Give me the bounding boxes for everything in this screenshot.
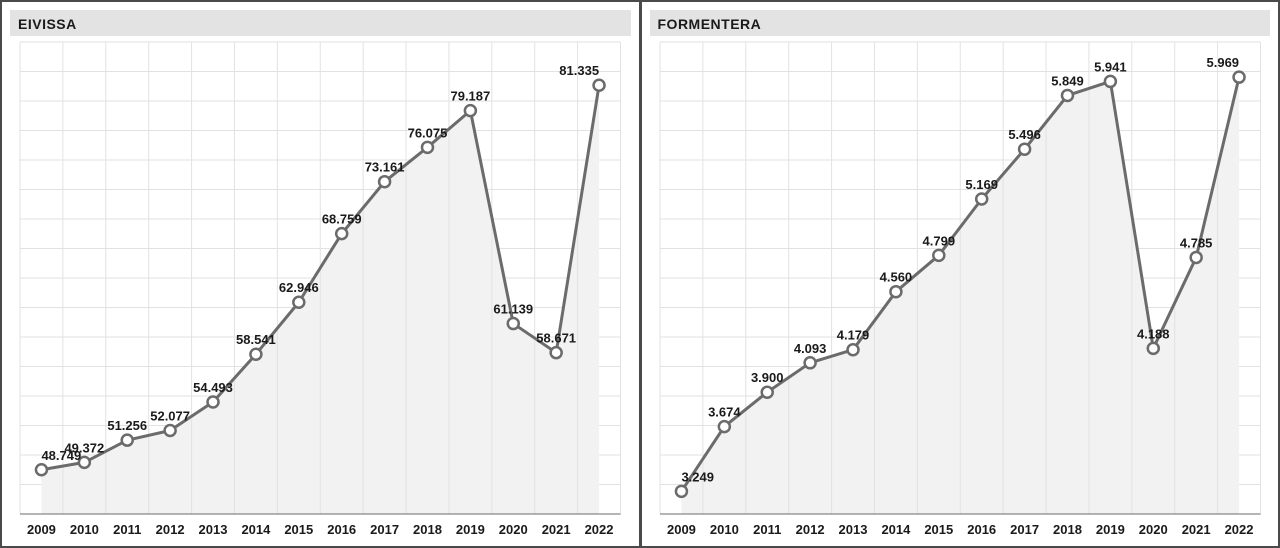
- value-label: 4.799: [922, 233, 955, 248]
- x-axis-label: 2009: [666, 522, 695, 537]
- x-axis-label: 2010: [70, 522, 99, 537]
- value-label: 4.179: [836, 328, 869, 343]
- value-label: 58.541: [236, 332, 276, 347]
- value-label: 61.139: [493, 302, 533, 317]
- dual-chart-page: EIVISSA 48.74949.37251.25652.07754.49358…: [0, 0, 1280, 548]
- panel-formentera: FORMENTERA 3.249 3.674 3.900 4.093 4.179 4.56…: [650, 10, 1271, 538]
- value-label: 79.187: [450, 89, 490, 104]
- value-label: 4.560: [879, 270, 912, 285]
- x-axis-label: 2018: [1053, 522, 1082, 537]
- x-axis-label: 2011: [753, 522, 781, 537]
- x-axis-label: 2018: [413, 522, 442, 537]
- x-axis-label: 2020: [1138, 522, 1167, 537]
- x-axis-label: 2016: [327, 522, 356, 537]
- value-label: 4.093: [793, 341, 826, 356]
- panel-divider: [639, 2, 642, 546]
- x-axis-label: 2014: [241, 522, 271, 537]
- value-label: 58.671: [536, 331, 576, 346]
- value-label: 81.335: [559, 63, 599, 78]
- x-axis-label: 2015: [924, 522, 953, 537]
- x-axis-label: 2015: [284, 522, 313, 537]
- value-label: 5.496: [1008, 127, 1041, 142]
- value-label: 5.969: [1206, 55, 1239, 70]
- value-label: 4.188: [1136, 326, 1169, 341]
- x-axis-label: 2011: [113, 522, 141, 537]
- value-label: 54.493: [193, 380, 233, 395]
- x-axis-label: 2017: [370, 522, 399, 537]
- x-axis-label: 2022: [585, 522, 614, 537]
- x-axis-label: 2014: [881, 522, 911, 537]
- value-label: 76.075: [408, 125, 448, 140]
- chart-svg-formentera: 3.249 3.674 3.900 4.093 4.179 4.560 4.799 5.169…: [650, 36, 1271, 538]
- chart-svg-eivissa: 48.74949.37251.25652.07754.49358.54162.9…: [10, 36, 631, 538]
- value-label: 51.256: [107, 418, 147, 433]
- x-axis-label: 2009: [27, 522, 56, 537]
- panel-title-formentera: FORMENTERA: [650, 10, 1271, 36]
- x-axis-label: 2010: [709, 522, 738, 537]
- x-axis-label: 2016: [967, 522, 996, 537]
- x-axis-label: 2013: [199, 522, 228, 537]
- value-label: 62.946: [279, 280, 319, 295]
- x-axis-label: 2019: [456, 522, 485, 537]
- value-label: 5.941: [1094, 59, 1127, 74]
- value-label: 4.785: [1179, 235, 1212, 250]
- x-axis-label: 2019: [1095, 522, 1124, 537]
- value-label: 3.249: [681, 469, 714, 484]
- x-axis-label: 2012: [795, 522, 824, 537]
- plot-formentera: 3.249 3.674 3.900 4.093 4.179 4.560 4.799 5.169…: [650, 36, 1271, 538]
- x-axis-label: 2012: [156, 522, 185, 537]
- panel-title-eivissa: EIVISSA: [10, 10, 631, 36]
- value-label: 52.077: [150, 408, 190, 423]
- x-axis-label: 2020: [499, 522, 528, 537]
- value-label: 5.849: [1051, 73, 1084, 88]
- value-label: 3.674: [708, 405, 741, 420]
- x-axis-label: 2013: [838, 522, 867, 537]
- x-axis-label: 2017: [1010, 522, 1039, 537]
- value-label: 73.161: [365, 160, 405, 175]
- value-label: 49.372: [64, 440, 104, 455]
- value-label: 5.169: [965, 177, 998, 192]
- value-label: 68.759: [322, 212, 362, 227]
- x-axis-label: 2022: [1224, 522, 1253, 537]
- x-axis-label: 2021: [1181, 522, 1210, 537]
- plot-eivissa: 48.74949.37251.25652.07754.49358.54162.9…: [10, 36, 631, 538]
- value-label: 3.900: [750, 370, 783, 385]
- x-axis-label: 2021: [542, 522, 571, 537]
- panel-eivissa: EIVISSA 48.74949.37251.25652.07754.49358…: [10, 10, 631, 538]
